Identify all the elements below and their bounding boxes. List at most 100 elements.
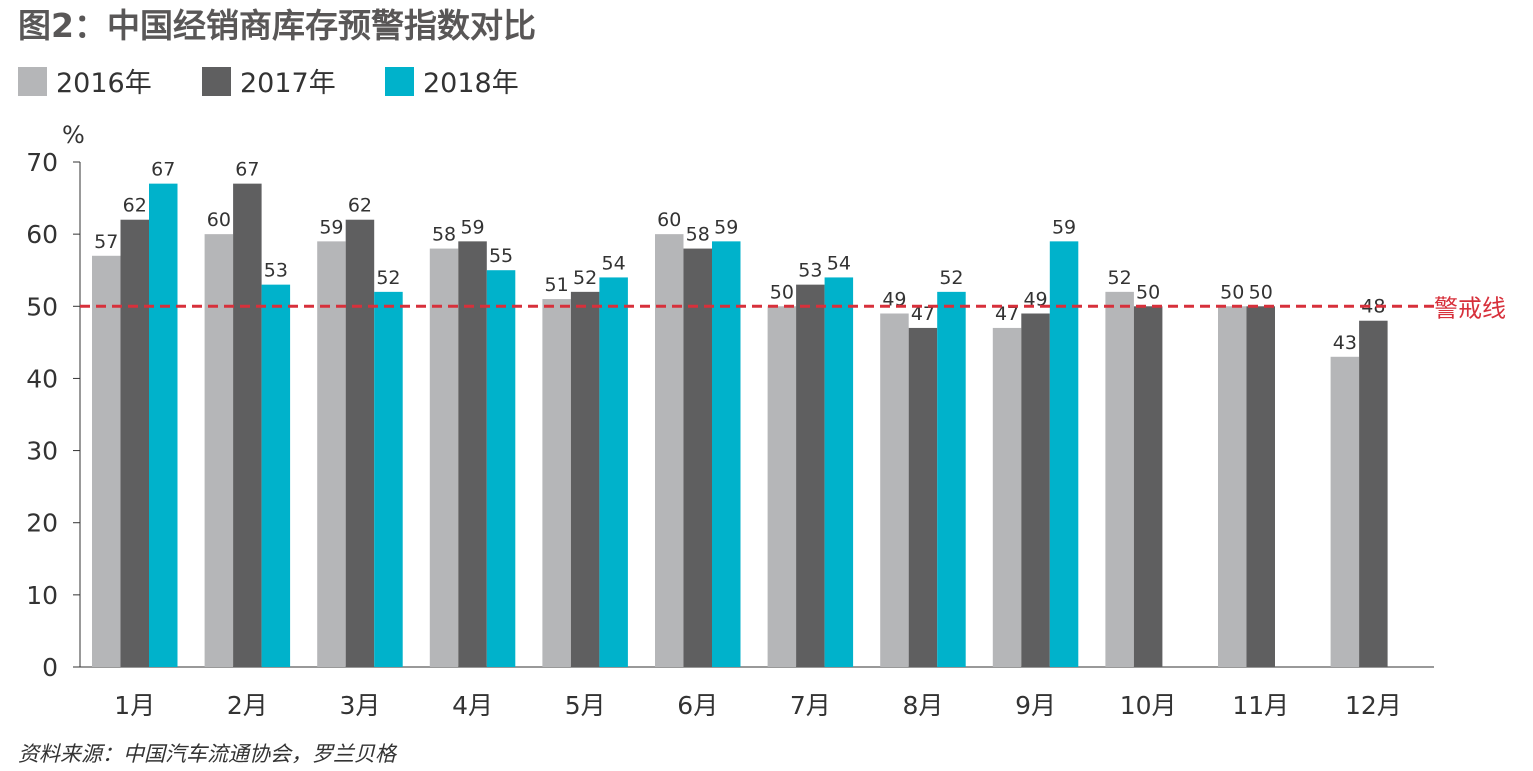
y-tick-label: 70 (26, 148, 58, 177)
value-label: 59 (319, 216, 343, 238)
bar (767, 306, 797, 667)
bar (458, 241, 487, 667)
x-tick-label: 3月 (339, 691, 380, 720)
bar (880, 313, 909, 667)
bar (92, 255, 121, 668)
value-label: 47 (911, 303, 935, 325)
source-note: 资料来源：中国汽车流通协会，罗兰贝格 (18, 742, 398, 766)
value-label: 53 (798, 260, 822, 282)
value-label: 50 (1249, 281, 1273, 303)
chart-title: 图2：中国经销商库存预警指数对比 (18, 6, 536, 45)
x-tick-label: 5月 (565, 691, 606, 720)
value-label: 62 (123, 195, 147, 217)
legend: 2016年 2017年 2018年 (18, 67, 519, 99)
bar (1246, 306, 1275, 667)
bar (374, 291, 403, 667)
x-tick-label: 10月 (1120, 691, 1177, 720)
value-label: 54 (602, 252, 626, 274)
bar (824, 277, 854, 667)
value-label: 59 (1052, 216, 1076, 238)
legend-swatch (18, 67, 47, 96)
bar (796, 284, 825, 667)
x-tick-label: 6月 (677, 691, 718, 720)
y-axis: 0 10 20 30 40 50 60 70 (26, 148, 81, 682)
bar (712, 241, 741, 667)
bar (570, 291, 600, 667)
bar (429, 248, 459, 668)
bar (683, 248, 712, 668)
x-tick-label: 2月 (227, 691, 268, 720)
x-tick-label: 7月 (790, 691, 831, 720)
bar (599, 277, 628, 667)
y-tick-label: 50 (26, 292, 58, 321)
legend-item: 2016年 (18, 67, 152, 99)
value-label: 67 (235, 159, 259, 181)
value-label: 50 (1220, 281, 1244, 303)
value-label: 47 (995, 303, 1019, 325)
value-label: 52 (573, 267, 597, 289)
warning-line-label: 警戒线 (1434, 294, 1506, 322)
x-tick-label: 4月 (452, 691, 493, 720)
legend-swatch (385, 67, 414, 96)
legend-label: 2018年 (423, 68, 519, 99)
bar (937, 291, 966, 667)
bar (1105, 291, 1134, 667)
bar (1218, 306, 1247, 667)
legend-item: 2018年 (385, 67, 519, 99)
bar (345, 219, 375, 667)
bar (1359, 320, 1388, 667)
value-label: 55 (489, 245, 513, 267)
value-label: 59 (714, 216, 738, 238)
value-label: 50 (1136, 281, 1160, 303)
value-label: 43 (1333, 332, 1357, 354)
bar (542, 299, 571, 667)
value-label: 62 (348, 195, 372, 217)
x-tick-label: 11月 (1232, 691, 1289, 720)
value-label: 58 (686, 224, 710, 246)
bar (120, 219, 149, 667)
x-tick-label: 1月 (114, 691, 155, 720)
bar (1133, 306, 1163, 667)
bar (992, 327, 1022, 667)
y-tick-label: 20 (26, 509, 58, 538)
value-label: 57 (94, 231, 118, 253)
value-label: 52 (376, 267, 400, 289)
legend-label: 2016年 (56, 68, 152, 99)
y-tick-label: 0 (42, 653, 58, 682)
bar (1330, 356, 1360, 667)
reference-line: 警戒线 (80, 294, 1506, 322)
y-tick-label: 40 (26, 364, 58, 393)
y-tick-label: 10 (26, 581, 58, 610)
value-label: 50 (770, 281, 794, 303)
value-label: 53 (264, 260, 288, 282)
value-label: 51 (545, 274, 569, 296)
bar (204, 234, 234, 667)
bar (655, 234, 684, 667)
bars (92, 183, 1388, 668)
bar (261, 284, 291, 667)
value-label: 58 (432, 224, 456, 246)
x-tick-label: 12月 (1345, 691, 1402, 720)
legend-item: 2017年 (202, 67, 336, 99)
value-label: 67 (151, 159, 175, 181)
bar (486, 270, 516, 667)
value-label: 60 (207, 209, 231, 231)
legend-swatch (202, 67, 231, 96)
x-tick-label: 9月 (1015, 691, 1056, 720)
bar (1021, 313, 1050, 667)
y-tick-label: 30 (26, 437, 58, 466)
bar (149, 183, 178, 667)
value-label: 54 (827, 252, 851, 274)
y-axis-unit: % (62, 121, 85, 149)
y-tick-label: 60 (26, 220, 58, 249)
value-label: 48 (1361, 296, 1385, 318)
bar (317, 241, 346, 667)
bar (908, 327, 938, 667)
bar (233, 183, 262, 667)
value-label: 59 (460, 216, 484, 238)
bar (1049, 241, 1079, 667)
x-axis: 1月 2月 3月 4月 5月 6月 7月 8月 9月 10月 11月 12月 (80, 666, 1434, 720)
x-tick-label: 8月 (902, 691, 943, 720)
